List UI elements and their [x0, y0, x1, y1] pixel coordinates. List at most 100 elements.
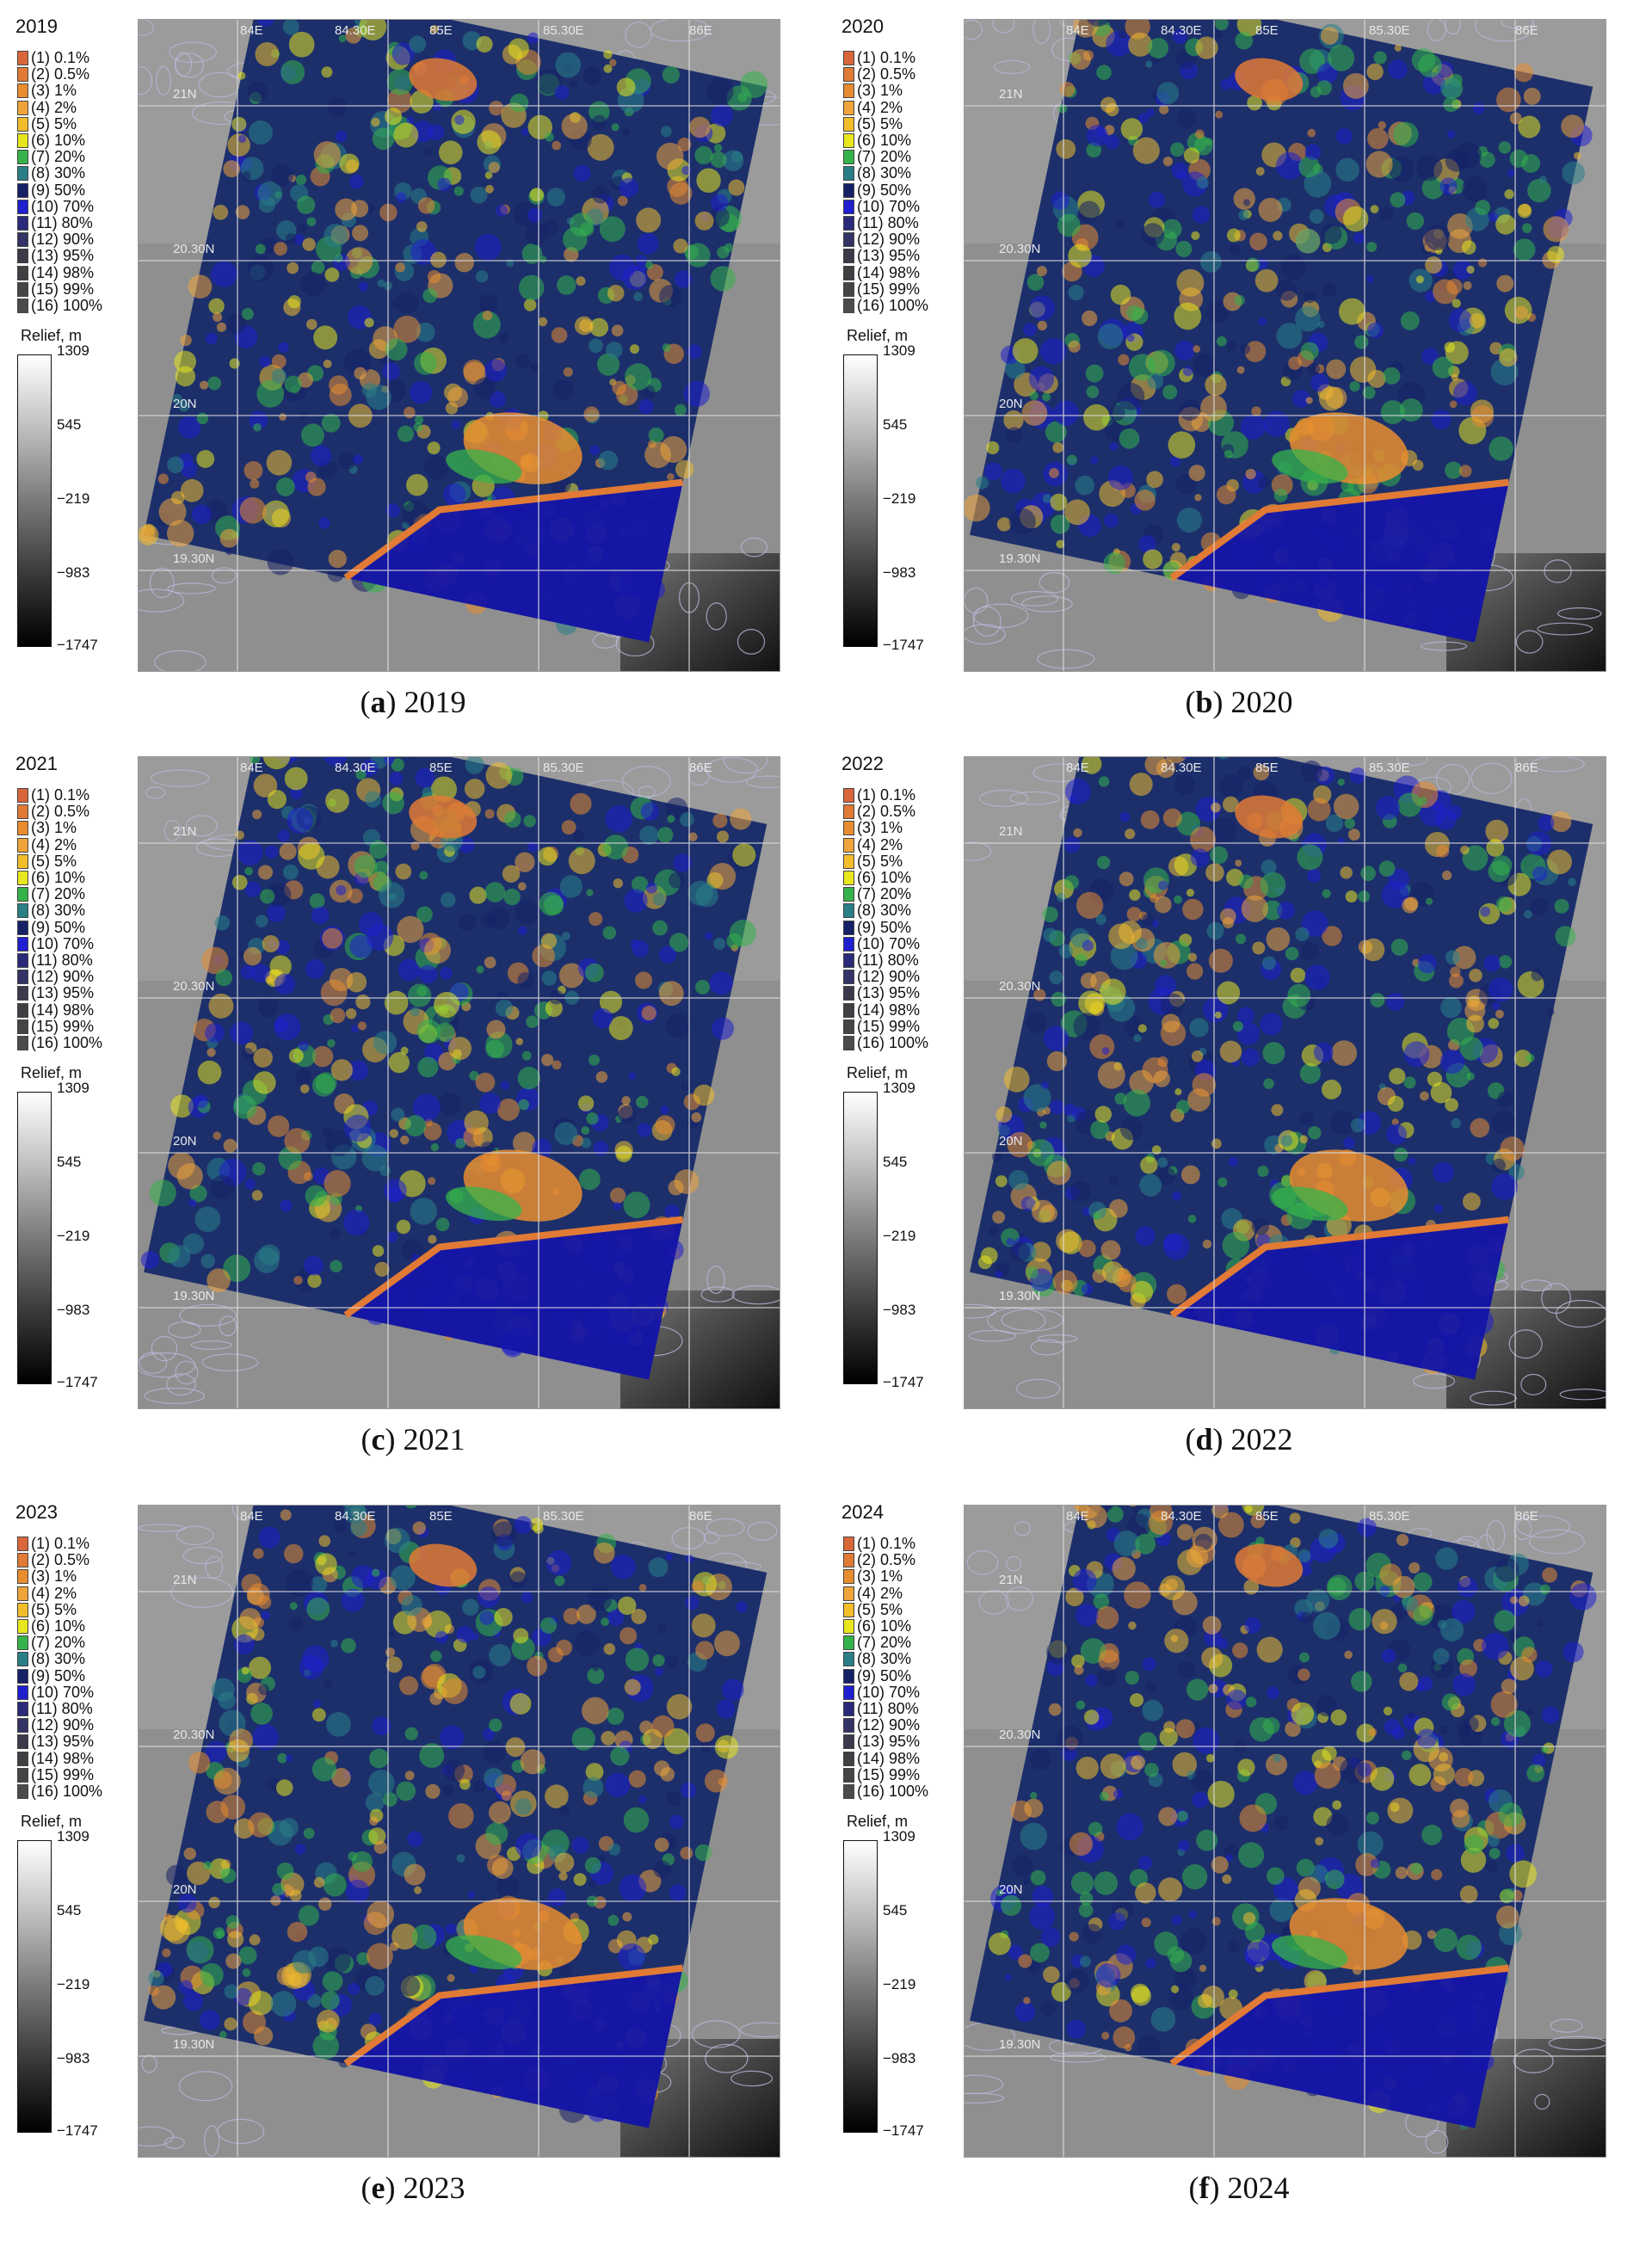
- scene-texture: [1383, 366, 1401, 385]
- scene-texture: [327, 96, 348, 117]
- scene-texture: [1307, 128, 1316, 138]
- legend-class-label: (7) 20%: [857, 1634, 912, 1652]
- contour-line: [166, 1373, 196, 1396]
- scene-texture: [199, 2010, 220, 2030]
- scene-texture: [1125, 828, 1136, 840]
- caption-year: 2022: [1223, 1422, 1293, 1457]
- lagoon-green: [1272, 449, 1348, 484]
- scene-texture: [318, 1535, 331, 1548]
- legend-swatch: [17, 903, 28, 919]
- scene-texture: [659, 1106, 669, 1115]
- scene-texture: [1273, 231, 1283, 241]
- scene-texture: [285, 232, 297, 244]
- scene-texture: [1526, 1053, 1535, 1062]
- scene-texture: [237, 134, 247, 144]
- legend-swatch: [843, 232, 854, 248]
- scene-texture: [305, 959, 325, 979]
- scene-texture: [1460, 845, 1470, 855]
- scene-texture: [398, 958, 421, 982]
- scene-texture: [486, 1019, 506, 1039]
- scene-texture: [704, 1769, 728, 1793]
- scene-texture: [396, 1781, 416, 1801]
- legend-class: (16) 100%: [843, 1783, 928, 1800]
- scene-texture: [1464, 1000, 1486, 1021]
- scene-texture: [398, 1676, 419, 1696]
- contour-line: [965, 2092, 1004, 2103]
- scene-texture: [1495, 1009, 1504, 1019]
- scene-texture: [237, 71, 246, 80]
- map-coord-label: 85E: [1255, 1509, 1279, 1524]
- scene-texture: [1188, 1910, 1197, 1919]
- scene-texture: [1082, 757, 1102, 774]
- scene-texture: [191, 504, 212, 525]
- legend-class-label: (7) 20%: [857, 885, 912, 903]
- scene-texture: [1303, 290, 1316, 304]
- scene-texture: [248, 120, 273, 145]
- legend-class-label: (9) 50%: [857, 1666, 912, 1684]
- scene-texture: [391, 1107, 405, 1122]
- scene-texture: [1532, 865, 1548, 882]
- scene-texture: [1219, 1040, 1242, 1063]
- scene-texture: [1208, 948, 1233, 973]
- scene-texture: [1136, 938, 1148, 950]
- contour-line: [745, 775, 780, 789]
- scene-texture: [1192, 1073, 1217, 1097]
- scene-texture: [1118, 354, 1130, 366]
- scene-texture: [1416, 1728, 1437, 1749]
- panel-c: 84E 84.30E 85E 85.30E 86E 21N 20.30N 20N 19.30N 2…: [0, 737, 826, 1487]
- scene-texture: [350, 1519, 367, 1537]
- scene-texture: [171, 393, 182, 404]
- scene-texture: [495, 999, 514, 1017]
- legend-class-label: (5) 5%: [31, 852, 77, 870]
- scene-texture: [1051, 991, 1066, 1007]
- scene-texture: [1071, 1654, 1085, 1668]
- scene-texture: [299, 1654, 324, 1680]
- scene-texture: [318, 517, 330, 529]
- scene-texture: [252, 1724, 279, 1751]
- legend-class-label: (15) 99%: [31, 280, 95, 298]
- scene-texture: [267, 903, 286, 923]
- legend-swatch: [843, 952, 854, 968]
- scene-texture: [1381, 1648, 1396, 1664]
- scene-texture: [630, 939, 640, 949]
- scene-texture: [1073, 828, 1082, 838]
- scene-texture: [409, 380, 433, 404]
- scene-texture: [188, 1198, 197, 1207]
- panel-year: 2019: [15, 15, 58, 37]
- legend-swatch: [17, 116, 28, 132]
- scene-texture: [1573, 151, 1581, 160]
- relief-tick: −219: [883, 1976, 916, 1992]
- legend-class-label: (10) 70%: [857, 1683, 921, 1701]
- legend-swatch: [843, 1718, 854, 1734]
- scene-texture: [710, 151, 727, 169]
- scene-texture: [1066, 454, 1077, 465]
- scene-texture: [592, 1664, 600, 1672]
- scene-texture: [1040, 1081, 1049, 1089]
- scene-texture: [233, 1634, 255, 1655]
- scene-texture: [512, 1131, 536, 1155]
- legend-class: (6) 10%: [843, 132, 928, 149]
- scene-texture: [685, 1596, 700, 1611]
- scene-texture: [454, 253, 474, 273]
- scene-texture: [225, 547, 233, 556]
- scene-texture: [518, 1099, 530, 1111]
- scene-texture: [1269, 1897, 1294, 1923]
- scene-texture: [1491, 1173, 1518, 1200]
- scene-texture: [1277, 901, 1295, 920]
- scene-texture: [257, 181, 283, 206]
- relief-tick: −983: [883, 564, 916, 581]
- scene-texture: [656, 1623, 668, 1634]
- scene-texture: [1546, 1007, 1555, 1016]
- scene-texture: [213, 1771, 232, 1789]
- scene-texture: [1243, 1941, 1271, 1968]
- scene-texture: [645, 261, 654, 269]
- scene-texture: [1469, 968, 1482, 982]
- scene-texture: [1244, 341, 1267, 362]
- scene-texture: [730, 808, 752, 830]
- legend-class: (13) 95%: [17, 248, 102, 264]
- scene-texture: [1337, 779, 1345, 786]
- scene-texture: [1112, 1556, 1136, 1580]
- scene-texture: [1072, 1568, 1097, 1593]
- legend-class-label: (4) 2%: [31, 1584, 77, 1602]
- scene-texture: [1096, 127, 1106, 137]
